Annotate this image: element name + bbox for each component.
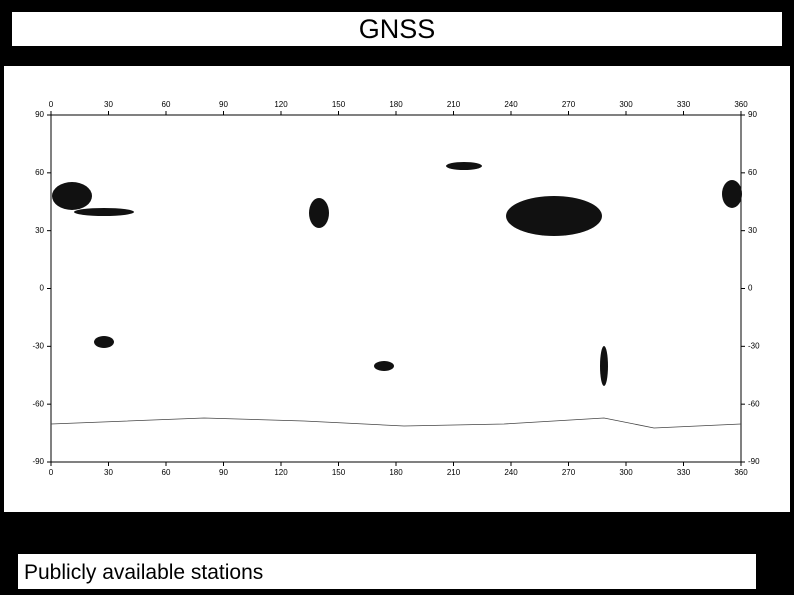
y-tick-label: 90 xyxy=(35,110,44,119)
x-tick-label: 30 xyxy=(104,100,113,109)
station-cluster xyxy=(374,361,394,371)
x-tick-label: 150 xyxy=(332,468,346,477)
x-tick-label: 360 xyxy=(734,100,748,109)
x-tick-label: 240 xyxy=(504,100,518,109)
y-tick-label: 30 xyxy=(748,226,757,235)
station-cluster xyxy=(52,182,92,210)
y-tick-label: -90 xyxy=(32,457,44,466)
y-tick-label: 30 xyxy=(35,226,44,235)
y-tick-label: 0 xyxy=(40,284,45,293)
x-tick-label: 270 xyxy=(562,468,576,477)
x-tick-label: 180 xyxy=(389,468,403,477)
x-tick-label: 120 xyxy=(274,468,288,477)
station-cluster xyxy=(722,180,742,208)
station-cluster xyxy=(600,346,608,386)
map-frame xyxy=(50,114,742,463)
y-tick-label: 0 xyxy=(748,284,753,293)
y-tick-label: 60 xyxy=(35,168,44,177)
station-cluster xyxy=(446,162,482,170)
x-tick-label: 210 xyxy=(447,100,461,109)
y-tick-label: 90 xyxy=(748,110,757,119)
x-tick-label: 30 xyxy=(104,468,113,477)
x-tick-label: 210 xyxy=(447,468,461,477)
x-tick-label: 240 xyxy=(504,468,518,477)
slide-title: GNSS xyxy=(12,12,782,46)
y-tick-label: -30 xyxy=(748,341,760,350)
y-tick-label: 60 xyxy=(748,168,757,177)
x-tick-label: 60 xyxy=(162,468,171,477)
x-tick-label: 300 xyxy=(619,468,633,477)
station-cluster xyxy=(74,208,134,216)
x-tick-label: 120 xyxy=(274,100,288,109)
caption: Publicly available stations xyxy=(18,554,756,589)
station-clusters xyxy=(52,162,742,386)
x-tick-label: 270 xyxy=(562,100,576,109)
x-tick-label: 150 xyxy=(332,100,346,109)
station-cluster xyxy=(506,196,602,236)
x-tick-label: 0 xyxy=(49,100,54,109)
x-tick-label: 360 xyxy=(734,468,748,477)
station-cluster xyxy=(309,198,329,228)
coastline xyxy=(50,417,742,429)
x-tick-label: 90 xyxy=(219,468,228,477)
x-tick-label: 180 xyxy=(389,100,403,109)
map-panel: 0 0 30 30 60 60 90 90 120 120 150 150 180 180 210 210 24… xyxy=(4,66,790,512)
x-tick-label: 330 xyxy=(677,468,691,477)
x-tick-label: 0 xyxy=(49,468,54,477)
x-tick-label: 60 xyxy=(162,100,171,109)
map: 0 0 30 30 60 60 90 90 120 120 150 150 180 180 210 210 24… xyxy=(32,100,760,477)
x-tick-label: 330 xyxy=(677,100,691,109)
x-tick-label: 90 xyxy=(219,100,228,109)
station-cluster xyxy=(94,336,114,348)
y-tick-label: -60 xyxy=(748,399,760,408)
y-tick-label: -60 xyxy=(32,399,44,408)
y-tick-label: -30 xyxy=(32,341,44,350)
y-tick-label: -90 xyxy=(748,457,760,466)
x-tick-label: 300 xyxy=(619,100,633,109)
